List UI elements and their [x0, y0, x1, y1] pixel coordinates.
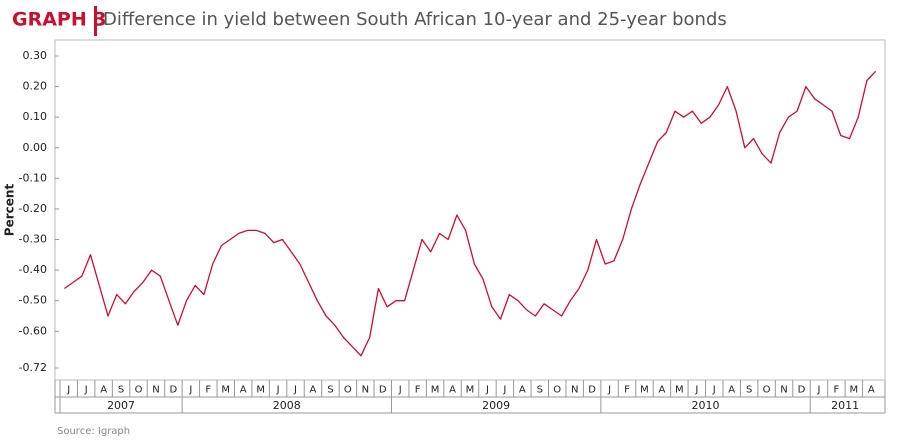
month-label: F	[624, 385, 630, 396]
year-label: 2011	[831, 399, 859, 412]
plot-frame	[54, 39, 886, 381]
y-axis-title: Percent	[3, 184, 17, 237]
month-label: A	[100, 385, 107, 396]
y-tick-label: -0.20	[19, 202, 47, 215]
month-label: A	[868, 385, 875, 396]
month-label: M	[466, 385, 475, 396]
y-tick-label: 0.20	[23, 80, 48, 93]
month-label: J	[694, 385, 698, 396]
month-label: N	[152, 385, 159, 396]
month-label: D	[379, 385, 387, 396]
month-label: J	[66, 385, 70, 396]
year-label: 2008	[273, 399, 301, 412]
month-label: D	[798, 385, 806, 396]
year-label: 2007	[107, 399, 135, 412]
month-label: M	[256, 385, 265, 396]
month-label: F	[834, 385, 840, 396]
year-label: 2010	[692, 399, 720, 412]
series-line	[64, 70, 877, 357]
title-divider	[94, 6, 97, 36]
month-label: J	[502, 385, 506, 396]
y-tick-label: -0.50	[19, 294, 47, 307]
month-label: A	[310, 385, 317, 396]
month-label: J	[188, 385, 192, 396]
month-label: S	[118, 385, 124, 396]
y-tick-label: -0.60	[19, 324, 47, 337]
month-label: A	[728, 385, 735, 396]
graph-label: GRAPH 3	[12, 9, 107, 31]
month-label: M	[850, 385, 859, 396]
y-tick-label: -0.10	[19, 171, 47, 184]
month-label: D	[170, 385, 178, 396]
month-label: F	[415, 385, 421, 396]
month-label: J	[485, 385, 489, 396]
month-label: J	[816, 385, 820, 396]
month-label: J	[293, 385, 297, 396]
month-label: D	[588, 385, 596, 396]
y-tick-label: 0.10	[23, 110, 48, 123]
y-tick-label: -0.30	[19, 233, 47, 246]
month-label: N	[571, 385, 578, 396]
year-label: 2009	[482, 399, 510, 412]
y-tick-label: -0.40	[19, 263, 47, 276]
source: Source: Igraph	[57, 426, 130, 437]
month-label: O	[135, 385, 143, 396]
month-label: M	[675, 385, 684, 396]
month-label: N	[780, 385, 787, 396]
month-label: M	[640, 385, 649, 396]
month-label: O	[553, 385, 561, 396]
month-label: A	[449, 385, 456, 396]
month-label: J	[607, 385, 611, 396]
y-tick-label: -0.72	[19, 361, 47, 374]
month-label: J	[712, 385, 716, 396]
month-label: A	[240, 385, 247, 396]
month-label: O	[763, 385, 771, 396]
month-label: S	[537, 385, 543, 396]
y-tick-label: 0.30	[23, 49, 48, 62]
month-label: M	[431, 385, 440, 396]
month-label: O	[344, 385, 352, 396]
month-label: S	[327, 385, 333, 396]
month-label: J	[276, 385, 280, 396]
month-label: M	[221, 385, 230, 396]
month-label: A	[519, 385, 526, 396]
month-label: J	[84, 385, 88, 396]
month-label: S	[746, 385, 752, 396]
month-label: A	[658, 385, 665, 396]
y-tick-label: 0.00	[23, 141, 48, 154]
month-label: N	[362, 385, 369, 396]
month-label: J	[398, 385, 402, 396]
chart-title: Difference in yield between South Africa…	[103, 9, 727, 30]
month-label: F	[205, 385, 211, 396]
